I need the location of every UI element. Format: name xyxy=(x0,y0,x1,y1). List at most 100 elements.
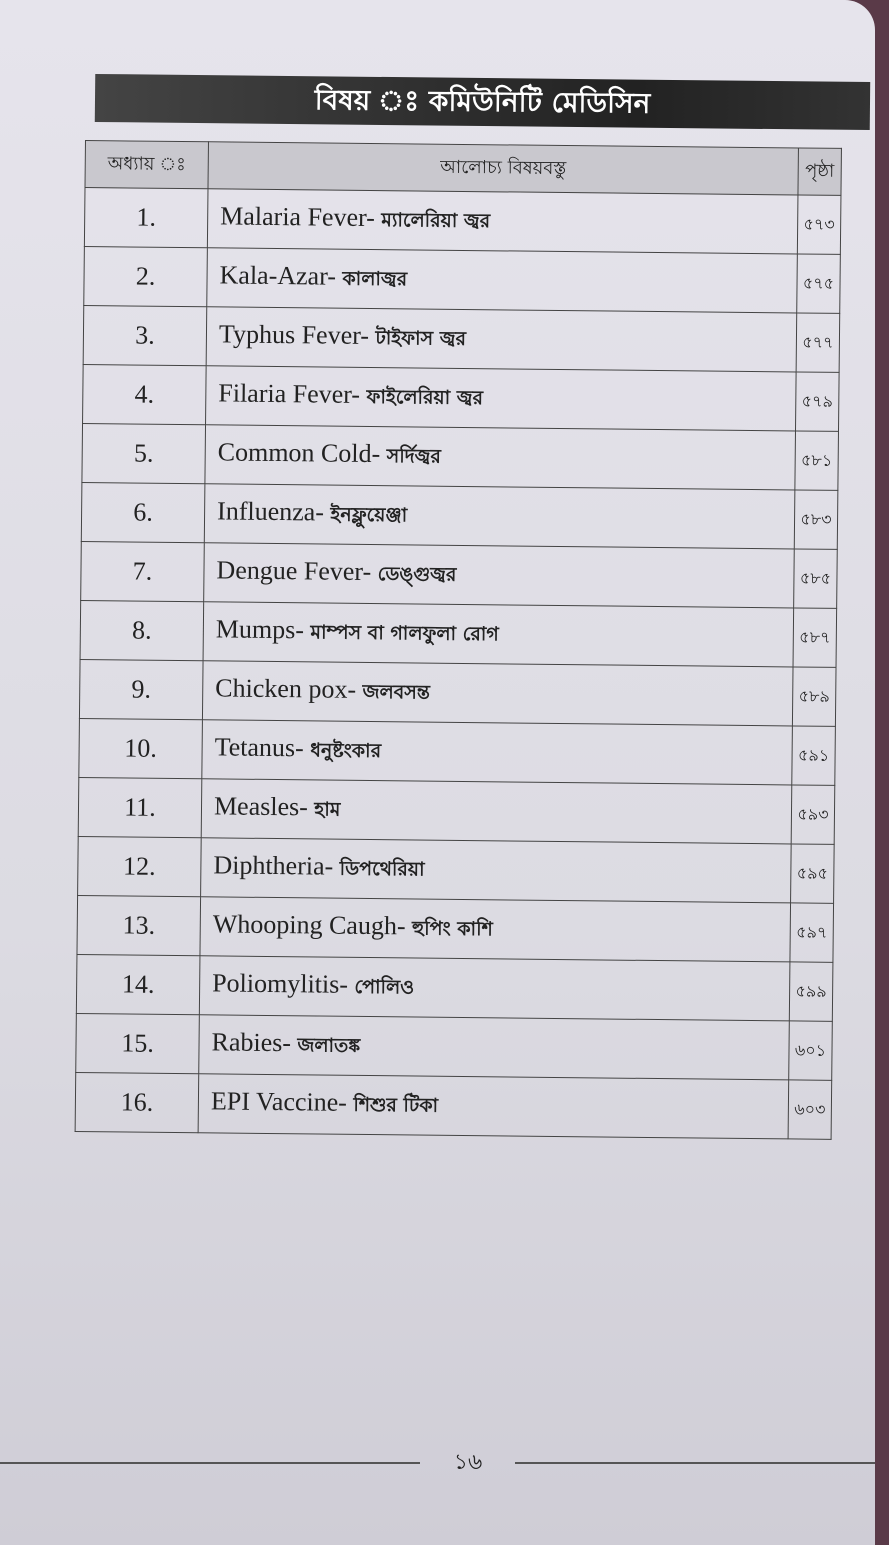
table-row: 1. Malaria Fever- ম্যালেরিয়া জ্বর ৫৭৩ xyxy=(84,187,841,255)
topic: Influenza- ইনফ্লুয়েঞ্জা xyxy=(204,483,795,549)
chapter-header: অধ্যায় ঃ xyxy=(85,140,209,189)
topic: EPI Vaccine- শিশুর টিকা xyxy=(198,1073,789,1139)
page-ref: ৫৮৩ xyxy=(794,489,838,550)
table-row: 5. Common Cold- সর্দিজ্বর ৫৮১ xyxy=(81,423,839,491)
table-row: 8. Mumps- মাম্পস বা গালফুলা রোগ ৫৮৭ xyxy=(80,600,837,668)
topic-english: Mumps- xyxy=(215,613,305,644)
chapter-number: 5. xyxy=(81,423,206,484)
page-header: পৃষ্ঠা xyxy=(797,147,842,196)
chapter-number: 11. xyxy=(78,777,202,838)
topic-english: Measles- xyxy=(213,790,309,821)
page-ref: ৫৮৭ xyxy=(793,607,837,668)
topic: Typhus Fever- টাইফাস জ্বর xyxy=(206,306,797,372)
topic-english: Typhus Fever- xyxy=(218,318,370,350)
topic-bengali: জলাতঙ্ক xyxy=(297,1033,361,1057)
table-row: 16. EPI Vaccine- শিশুর টিকা ৬০৩ xyxy=(75,1072,832,1140)
chapter-number: 12. xyxy=(77,836,202,897)
page-ref: ৫৭৩ xyxy=(797,194,841,255)
topic: Kala-Azar- কালাজ্বর xyxy=(206,247,798,313)
topic-english: Chicken pox- xyxy=(215,672,357,704)
chapter-number: 1. xyxy=(84,187,208,248)
page-ref: ৫৯৫ xyxy=(790,843,835,904)
chapter-number: 15. xyxy=(75,1013,200,1074)
topic-english: Whooping Caugh- xyxy=(212,908,406,940)
page-number: ১৬ xyxy=(453,1450,483,1475)
table-row: 7. Dengue Fever- ডেঙ্গুজ্বর ৫৮৫ xyxy=(80,541,838,609)
topic-header: আলোচ্য বিষয়বস্তু xyxy=(207,141,799,195)
table-row: 10. Tetanus- ধনুষ্টংকার ৫৯১ xyxy=(78,718,836,786)
topic-english: Influenza- xyxy=(216,495,325,527)
chapter-number: 13. xyxy=(76,895,201,956)
topic: Filaria Fever- ফাইলেরিয়া জ্বর xyxy=(205,365,797,431)
page-ref: ৫৮৯ xyxy=(792,666,837,727)
topic-english: EPI Vaccine- xyxy=(210,1085,348,1117)
topic: Malaria Fever- ম্যালেরিয়া জ্বর xyxy=(207,188,798,254)
table-row: 13. Whooping Caugh- হুপিং কাশি ৫৯৭ xyxy=(76,895,834,963)
footer-rule-left xyxy=(0,1462,420,1464)
subject-title: বিষয় ঃ কমিউনিটি মেডিসিন xyxy=(94,73,871,131)
topic-english: Malaria Fever- xyxy=(220,200,376,232)
topic: Mumps- মাম্পস বা গালফুলা রোগ xyxy=(203,601,794,667)
page-ref: ৫৭৫ xyxy=(796,253,841,314)
page-ref: ৫৭৭ xyxy=(796,312,840,373)
page-ref: ৫৯৯ xyxy=(789,961,833,1022)
topic-bengali: ডেঙ্গুজ্বর xyxy=(377,562,457,586)
table-row: 2. Kala-Azar- কালাজ্বর ৫৭৫ xyxy=(83,246,841,314)
topic: Diphtheria- ডিপথেরিয়া xyxy=(200,837,792,903)
table-row: 14. Poliomylitis- পোলিও ৫৯৯ xyxy=(76,954,833,1022)
topic-bengali: শিশুর টিকা xyxy=(353,1093,439,1117)
chapter-number: 9. xyxy=(79,659,204,720)
topic-bengali: সর্দিজ্বর xyxy=(386,444,442,468)
topic-english: Tetanus- xyxy=(214,731,304,762)
page-ref: ৫৯১ xyxy=(791,725,836,786)
chapter-number: 3. xyxy=(83,305,207,366)
contents-table: অধ্যায় ঃ আলোচ্য বিষয়বস্তু পৃষ্ঠা 1. Ma… xyxy=(75,140,842,1140)
topic-english: Poliomylitis- xyxy=(212,967,349,999)
topic-bengali: ডিপথেরিয়া xyxy=(339,857,425,881)
page-ref: ৫৭৯ xyxy=(795,371,840,432)
table-row: 9. Chicken pox- জলবসন্ত ৫৮৯ xyxy=(79,659,837,727)
footer: ১৬ xyxy=(0,1440,875,1490)
topic-bengali: মাম্পস বা গালফুলা রোগ xyxy=(310,620,499,645)
topic: Chicken pox- জলবসন্ত xyxy=(202,660,794,726)
table-row: 15. Rabies- জলাতঙ্ক ৬০১ xyxy=(75,1013,833,1081)
topic-bengali: টাইফাস জ্বর xyxy=(375,326,467,350)
footer-rule-right xyxy=(515,1462,875,1464)
topic: Measles- হাম xyxy=(201,778,792,844)
topic-english: Filaria Fever- xyxy=(218,377,361,409)
topic-english: Diphtheria- xyxy=(213,849,334,881)
table-row: 11. Measles- হাম ৫৯৩ xyxy=(78,777,835,845)
chapter-number: 4. xyxy=(82,364,207,425)
chapter-number: 10. xyxy=(78,718,203,779)
chapter-number: 8. xyxy=(80,600,204,661)
page-ref: ৬০৩ xyxy=(788,1079,832,1140)
topic-bengali: হুপিং কাশি xyxy=(411,916,493,940)
table-row: 12. Diphtheria- ডিপথেরিয়া ৫৯৫ xyxy=(77,836,835,904)
topic: Dengue Fever- ডেঙ্গুজ্বর xyxy=(203,542,795,608)
topic-bengali: জলবসন্ত xyxy=(362,680,431,704)
topic-bengali: ইনফ্লুয়েঞ্জা xyxy=(330,503,408,526)
page-ref: ৫৮১ xyxy=(794,430,839,491)
topic-bengali: ধনুষ্টংকার xyxy=(310,738,382,762)
chapter-number: 7. xyxy=(80,541,205,602)
topic-english: Kala-Azar- xyxy=(219,259,337,291)
table-row: 3. Typhus Fever- টাইফাস জ্বর ৫৭৭ xyxy=(83,305,840,373)
page-ref: ৬০১ xyxy=(788,1020,833,1081)
table-row: 4. Filaria Fever- ফাইলেরিয়া জ্বর ৫৭৯ xyxy=(82,364,840,432)
topic-english: Dengue Fever- xyxy=(216,554,372,586)
table-row: 6. Influenza- ইনফ্লুয়েঞ্জা ৫৮৩ xyxy=(81,482,838,550)
page-ref: ৫৯৩ xyxy=(791,784,835,845)
chapter-number: 6. xyxy=(81,482,205,543)
topic-bengali: পোলিও xyxy=(354,975,415,998)
topic: Whooping Caugh- হুপিং কাশি xyxy=(199,896,791,962)
page-ref: ৫৮৫ xyxy=(793,548,838,609)
topic-bengali: হাম xyxy=(314,797,341,821)
topic: Common Cold- সর্দিজ্বর xyxy=(204,424,796,490)
chapter-number: 16. xyxy=(75,1072,199,1133)
page-ref: ৫৯৭ xyxy=(789,902,834,963)
topic-bengali: ফাইলেরিয়া জ্বর xyxy=(366,385,484,409)
header-row: অধ্যায় ঃ আলোচ্য বিষয়বস্তু পৃষ্ঠা xyxy=(85,140,842,196)
chapter-number: 14. xyxy=(76,954,200,1015)
chapter-number: 2. xyxy=(83,246,208,307)
